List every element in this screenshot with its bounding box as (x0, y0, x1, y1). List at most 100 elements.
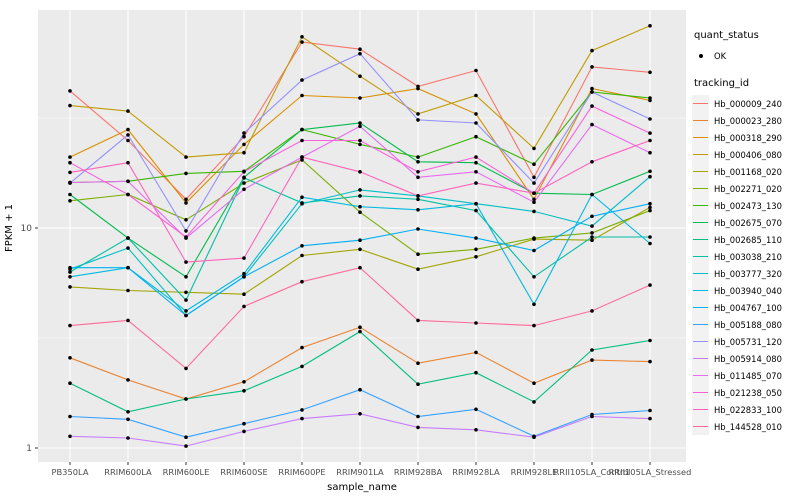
data-point (532, 146, 536, 151)
data-point (416, 170, 420, 174)
data-point (242, 170, 246, 174)
data-point (126, 288, 130, 293)
data-point (300, 93, 304, 98)
data-point (532, 236, 536, 240)
data-point (416, 155, 420, 159)
line-key-icon (692, 384, 709, 401)
legend-item-label: Hb_002473_130 (714, 200, 782, 211)
line-key-icon (692, 418, 709, 435)
data-point (358, 210, 362, 214)
data-point (242, 187, 246, 192)
data-point (126, 410, 130, 414)
data-point (474, 170, 478, 174)
line-key-icon (692, 367, 709, 384)
data-point (68, 180, 72, 185)
x-tick-label: RRIM901LA (336, 467, 384, 477)
data-point (358, 142, 362, 147)
ok-point-key-icon (692, 47, 709, 64)
data-point (416, 425, 420, 430)
data-point (416, 267, 420, 272)
data-point (68, 160, 72, 165)
data-point (590, 358, 594, 362)
data-point (184, 218, 188, 222)
data-point (300, 35, 304, 39)
legend-item-Hb_144528_010: Hb_144528_010 (692, 418, 798, 435)
legend-item-Hb_000023_280: Hb_000023_280 (692, 112, 798, 129)
data-point (126, 109, 130, 113)
data-point (532, 275, 536, 279)
data-point (648, 174, 652, 179)
data-point (300, 253, 304, 258)
data-point (68, 323, 72, 328)
data-point (358, 74, 362, 78)
data-point (648, 408, 652, 413)
y-axis-title: FPKM + 1 (4, 204, 15, 252)
data-point (126, 138, 130, 143)
data-point (300, 279, 304, 284)
data-point (590, 224, 594, 228)
data-point (590, 348, 594, 352)
data-point (300, 155, 304, 159)
line-key-icon (692, 333, 709, 350)
x-tick-label: RRIM928BA (394, 467, 443, 477)
line-key-icon (692, 265, 709, 282)
legend-item-label: Hb_002675_070 (714, 217, 782, 228)
x-tick-label: RRIM600SE (220, 467, 267, 477)
data-point (300, 364, 304, 369)
data-point (648, 283, 652, 287)
data-point (474, 236, 478, 240)
data-point (416, 414, 420, 419)
data-point (300, 345, 304, 350)
data-point (416, 361, 420, 366)
data-point (358, 170, 362, 174)
line-key-icon (692, 163, 709, 180)
data-point (474, 201, 478, 206)
data-point (416, 175, 420, 180)
data-point (126, 179, 130, 184)
data-point (184, 366, 188, 371)
data-point (358, 329, 362, 334)
legend-item-label: Hb_005914_080 (714, 353, 782, 364)
data-point (184, 397, 188, 401)
data-point (416, 112, 420, 116)
data-point (358, 325, 362, 330)
data-point (242, 292, 246, 297)
legend-item-label: Hb_144528_010 (714, 421, 782, 432)
x-tick-label: RRII105LA_Stressed (609, 467, 692, 477)
data-point (242, 131, 246, 135)
data-point (648, 235, 652, 239)
data-point (184, 260, 188, 264)
data-point (68, 155, 72, 159)
legend-item-label: Hb_005731_120 (714, 336, 782, 347)
data-point (300, 158, 304, 162)
data-point (300, 78, 304, 82)
data-point (242, 271, 246, 276)
legend-item-Hb_004767_100: Hb_004767_100 (692, 299, 798, 316)
line-key-icon (692, 248, 709, 265)
line-key-icon (692, 129, 709, 146)
data-point (358, 51, 362, 56)
data-point (300, 138, 304, 143)
legend-item-label: Hb_003777_320 (714, 268, 782, 279)
data-point (358, 121, 362, 125)
legend-item-Hb_002473_130: Hb_002473_130 (692, 197, 798, 214)
data-point (474, 134, 478, 139)
legend-item-label: Hb_000009_240 (714, 98, 782, 109)
data-point (126, 265, 130, 270)
data-point (474, 407, 478, 412)
data-point (358, 188, 362, 192)
data-point (648, 131, 652, 135)
data-point (648, 96, 652, 100)
data-point (648, 416, 652, 421)
x-tick-label: RRIM600LA (104, 467, 152, 477)
data-point (184, 171, 188, 176)
data-point (242, 176, 246, 180)
data-point (68, 103, 72, 108)
data-point (184, 290, 188, 295)
legend-item-label: Hb_003940_040 (714, 285, 782, 296)
legend-item-Hb_000009_240: Hb_000009_240 (692, 95, 798, 112)
plot-panel (38, 10, 686, 462)
legend-item-Hb_005731_120: Hb_005731_120 (692, 333, 798, 350)
data-point (416, 86, 420, 91)
data-point (184, 309, 188, 313)
